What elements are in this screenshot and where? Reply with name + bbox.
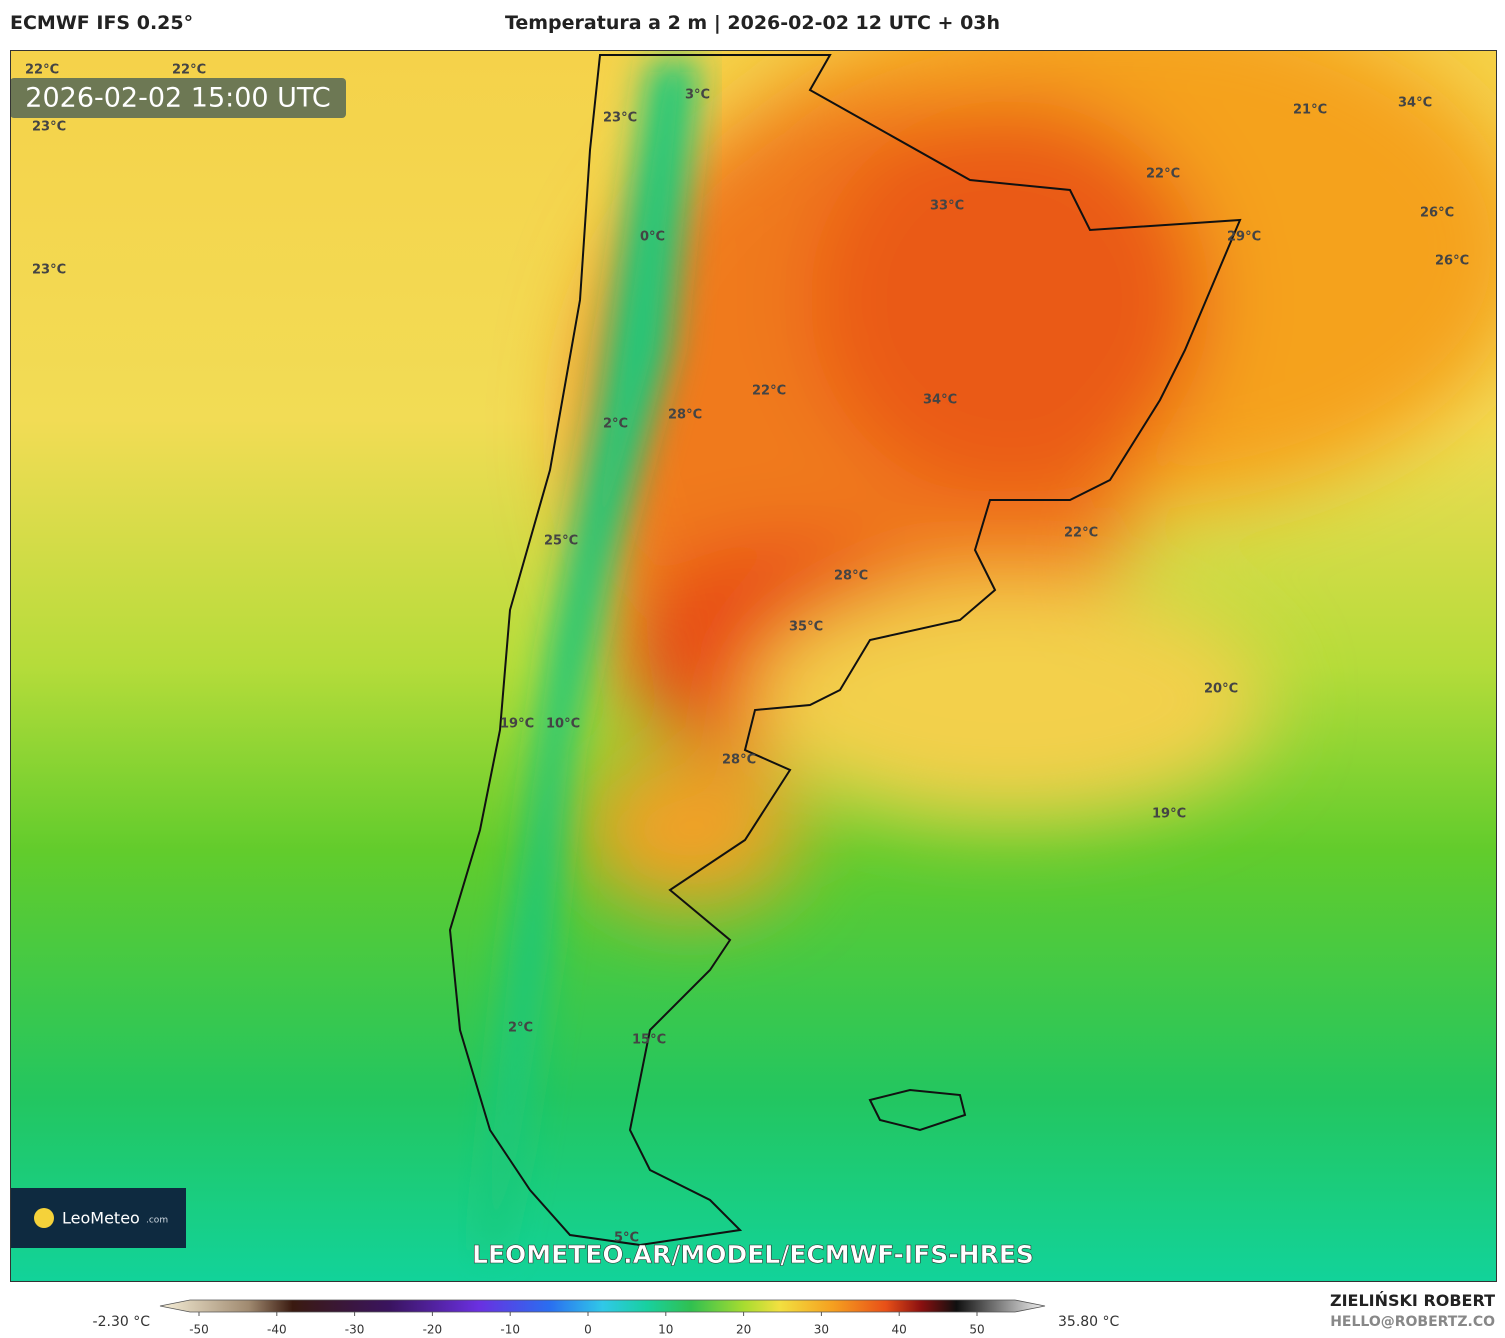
temperature-label: 35°C xyxy=(789,620,823,635)
map: 22°C 22°C 23°C 23°C 3°C 23°C 21°C 34°C 22°C 33°C 2… xyxy=(10,50,1497,1282)
email: HELLO@ROBERTZ.CO xyxy=(1330,1314,1495,1330)
colorbar-tick-label: 40 xyxy=(892,1323,907,1337)
temperature-label: 26°C xyxy=(1435,254,1469,269)
colorbar: -2.30 °C 35.80 °C -50 -40 -30 -20 -10 0 10 20 30… xyxy=(93,1299,1120,1337)
colorbar-tick-label: 20 xyxy=(736,1323,751,1337)
map-title: Temperatura a 2 m | 2026-02-02 12 UTC + … xyxy=(504,12,1001,34)
temperature-label: 23°C xyxy=(32,120,66,135)
temperature-label: 22°C xyxy=(172,63,206,78)
temperature-label: 34°C xyxy=(1398,96,1432,111)
temperature-label: 20°C xyxy=(1204,682,1238,697)
temperature-label: 28°C xyxy=(722,753,756,768)
author: ZIELIŃSKI ROBERT xyxy=(1329,1291,1495,1310)
temperature-label: 22°C xyxy=(752,384,786,399)
temperature-label: 22°C xyxy=(1146,167,1180,182)
temperature-label: 2°C xyxy=(508,1021,533,1036)
temperature-label: 34°C xyxy=(923,393,957,408)
temperature-label: 5°C xyxy=(614,1231,639,1246)
temperature-label: 29°C xyxy=(1227,230,1261,245)
colorbar-scale xyxy=(159,1299,1046,1313)
colorbar-min: -2.30 °C xyxy=(93,1314,151,1330)
temperature-label: 15°C xyxy=(632,1033,666,1048)
colorbar-tick-label: -10 xyxy=(500,1323,520,1337)
temperature-label: 0°C xyxy=(640,230,665,245)
temperature-label: 3°C xyxy=(685,88,710,103)
source-url: LEOMETEO.AR/MODEL/ECMWF-IFS-HRES xyxy=(472,1240,1034,1269)
temperature-label: 23°C xyxy=(603,111,637,126)
colorbar-tick-label: -50 xyxy=(189,1323,209,1337)
colorbar-tick-label: -40 xyxy=(267,1323,287,1337)
andes-field xyxy=(480,60,700,1250)
colorbar-tick-label: -30 xyxy=(345,1323,365,1337)
temperature-label: 25°C xyxy=(544,534,578,549)
temperature-label: 19°C xyxy=(500,717,534,732)
temperature-label: 2°C xyxy=(603,417,628,432)
temperature-label: 28°C xyxy=(668,408,702,423)
temperature-label: 26°C xyxy=(1420,206,1454,221)
temperature-label: 10°C xyxy=(546,717,580,732)
temperature-label: 28°C xyxy=(834,569,868,584)
model-name: ECMWF IFS 0.25° xyxy=(10,12,194,34)
logo-name: LeoMeteo xyxy=(62,1209,140,1228)
temperature-label: 19°C xyxy=(1152,807,1186,822)
temperature-label: 22°C xyxy=(1064,526,1098,541)
colorbar-tick-label: 50 xyxy=(969,1323,984,1337)
temperature-label: 21°C xyxy=(1293,103,1327,118)
logo-suffix: .com xyxy=(146,1216,168,1226)
timestamp-box xyxy=(10,78,346,118)
timestamp: 2026-02-02 15:00 UTC xyxy=(25,83,330,114)
logo-sun xyxy=(34,1208,54,1228)
islands xyxy=(868,1088,967,1132)
temperature-label: 33°C xyxy=(930,199,964,214)
temperature-label: 23°C xyxy=(32,263,66,278)
colorbar-tick-label: 30 xyxy=(814,1323,829,1337)
colorbar-tick-label: -20 xyxy=(423,1323,443,1337)
colorbar-tick-label: 0 xyxy=(584,1323,592,1337)
colorbar-max: 35.80 °C xyxy=(1058,1314,1120,1330)
temperature-label: 22°C xyxy=(25,63,59,78)
temperature-field xyxy=(580,50,1497,910)
coastline xyxy=(448,54,1242,1247)
colorbar-tick-label: 10 xyxy=(658,1323,673,1337)
